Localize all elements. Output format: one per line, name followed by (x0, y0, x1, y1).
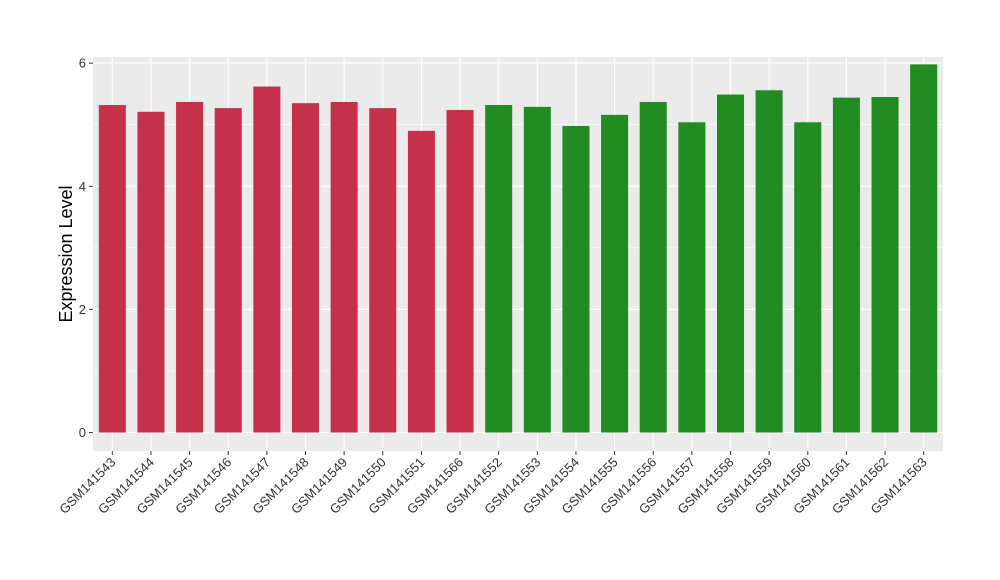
bar-GSM141554 (562, 125, 590, 433)
bar-GSM141559 (755, 90, 783, 433)
bar-GSM141550 (369, 108, 397, 433)
bars (98, 64, 938, 433)
bar-GSM141548 (291, 103, 320, 433)
y-tick-label: 2 (79, 302, 86, 317)
bar-GSM141546 (214, 108, 242, 433)
bar-GSM141566 (446, 109, 474, 433)
bar-GSM141555 (601, 114, 629, 433)
bar-GSM141561 (832, 97, 860, 433)
y-axis: 0 2 4 6 (79, 56, 93, 440)
bar-GSM141549 (330, 101, 358, 433)
y-axis-title: Expression Level (56, 185, 76, 322)
bar-GSM141544 (137, 111, 165, 433)
bar-GSM141552 (485, 105, 513, 433)
bar-GSM141545 (176, 101, 204, 433)
y-tick-label: 6 (79, 56, 86, 71)
y-tick-label: 0 (79, 425, 86, 440)
y-tick-label: 4 (79, 179, 86, 194)
bar-GSM141551 (407, 130, 435, 433)
bar-GSM141560 (794, 122, 822, 433)
x-axis: GSM141543GSM141544GSM141545GSM141546GSM1… (56, 451, 930, 517)
bar-GSM141553 (523, 106, 551, 433)
bar-GSM141547 (253, 86, 281, 433)
bar-GSM141557 (678, 122, 706, 433)
bar-GSM141543 (98, 105, 126, 433)
bar-GSM141563 (910, 64, 938, 433)
bar-GSM141558 (716, 94, 745, 433)
bar-GSM141556 (639, 101, 667, 433)
bar-GSM141562 (871, 97, 899, 433)
